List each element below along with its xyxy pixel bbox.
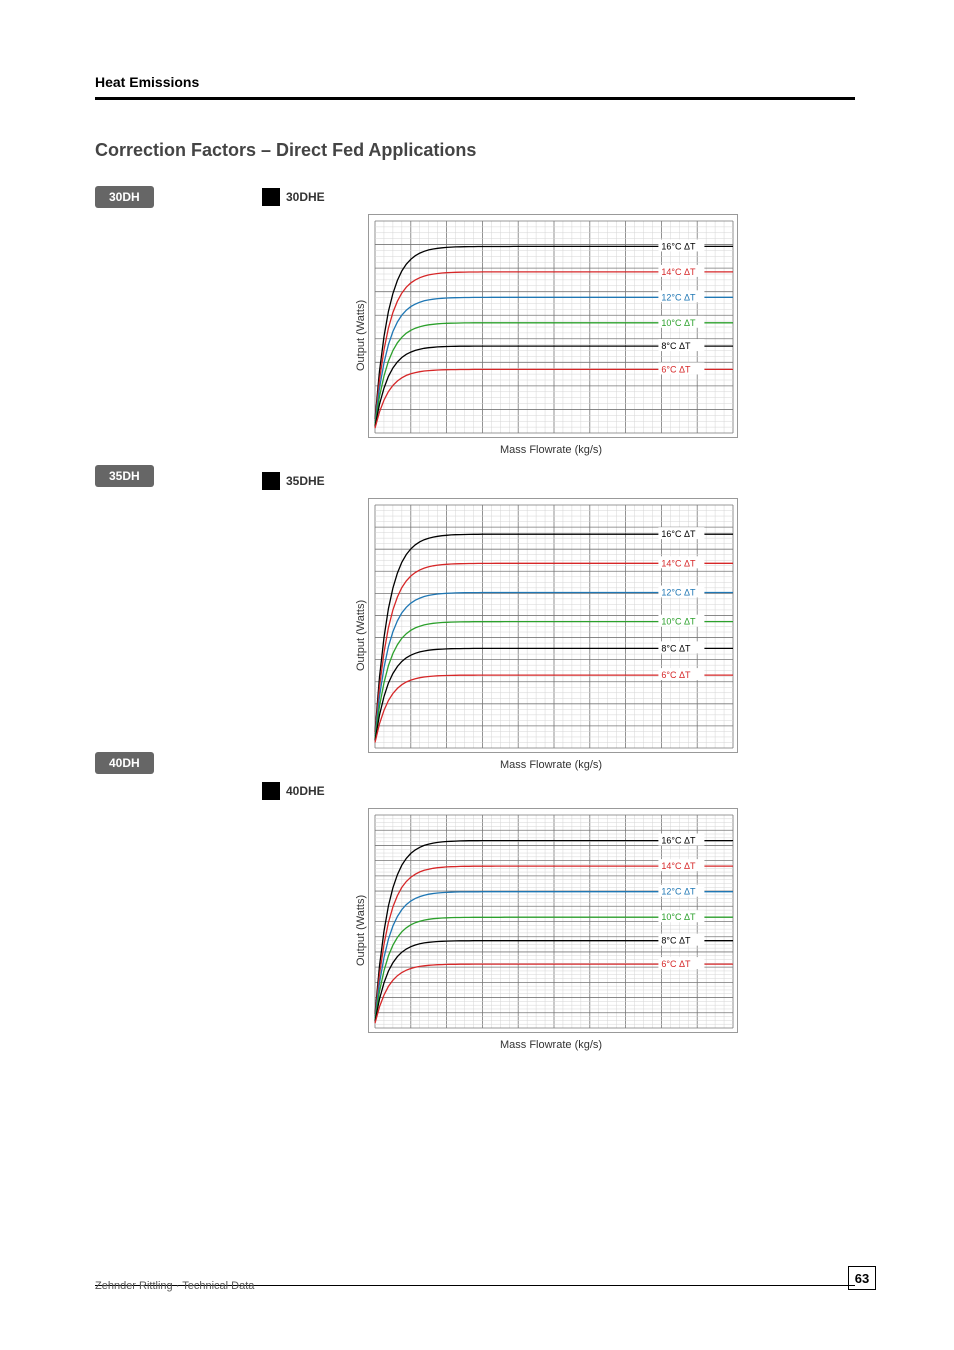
chart-bullet xyxy=(262,188,280,206)
svg-text:8°C ΔT: 8°C ΔT xyxy=(661,643,691,653)
chart-bullet xyxy=(262,782,280,800)
svg-text:10°C ΔT: 10°C ΔT xyxy=(661,617,696,627)
svg-text:8°C ΔT: 8°C ΔT xyxy=(661,341,691,351)
chart-title: 40DHE xyxy=(286,784,325,798)
svg-text:14°C ΔT: 14°C ΔT xyxy=(661,861,696,871)
svg-text:16°C ΔT: 16°C ΔT xyxy=(661,241,696,251)
chart-xlabel: Mass Flowrate (kg/s) xyxy=(500,759,602,771)
svg-text:14°C ΔT: 14°C ΔT xyxy=(661,558,696,568)
chart-xlabel: Mass Flowrate (kg/s) xyxy=(500,444,602,456)
model-badge: 30DH xyxy=(95,186,154,208)
chart-title: 35DHE xyxy=(286,474,325,488)
svg-text:12°C ΔT: 12°C ΔT xyxy=(661,887,696,897)
page-number: 63 xyxy=(848,1266,876,1290)
chart-title: 30DHE xyxy=(286,190,325,204)
chart-plot: 16°C ΔT 14°C ΔT 12°C ΔT 10°C ΔT 8°C ΔT 6°C ΔT xyxy=(368,214,738,438)
svg-text:6°C ΔT: 6°C ΔT xyxy=(661,670,691,680)
header-rule xyxy=(95,97,855,100)
svg-text:6°C ΔT: 6°C ΔT xyxy=(661,959,691,969)
chart-ylabel: Output (Watts) xyxy=(355,894,367,965)
svg-text:10°C ΔT: 10°C ΔT xyxy=(661,318,696,328)
chart-plot: 16°C ΔT 14°C ΔT 12°C ΔT 10°C ΔT 8°C ΔT 6°C ΔT xyxy=(368,498,738,753)
model-badge: 35DH xyxy=(95,465,154,487)
section-heading: Correction Factors – Direct Fed Applicat… xyxy=(95,140,476,161)
svg-text:16°C ΔT: 16°C ΔT xyxy=(661,529,696,539)
chart-xlabel: Mass Flowrate (kg/s) xyxy=(500,1039,602,1051)
svg-text:14°C ΔT: 14°C ΔT xyxy=(661,267,696,277)
svg-text:6°C ΔT: 6°C ΔT xyxy=(661,364,691,374)
chart-plot: 16°C ΔT 14°C ΔT 12°C ΔT 10°C ΔT 8°C ΔT 6°C ΔT xyxy=(368,808,738,1033)
svg-text:12°C ΔT: 12°C ΔT xyxy=(661,292,696,302)
svg-text:8°C ΔT: 8°C ΔT xyxy=(661,936,691,946)
header-title: Heat Emissions xyxy=(95,74,199,90)
svg-text:12°C ΔT: 12°C ΔT xyxy=(661,587,696,597)
chart-bullet xyxy=(262,472,280,490)
model-badge: 40DH xyxy=(95,752,154,774)
svg-text:16°C ΔT: 16°C ΔT xyxy=(661,836,696,846)
chart-ylabel: Output (Watts) xyxy=(355,300,367,371)
footer-text: Zehnder Rittling · Technical Data xyxy=(95,1280,254,1292)
svg-text:10°C ΔT: 10°C ΔT xyxy=(661,912,696,922)
chart-ylabel: Output (Watts) xyxy=(355,599,367,670)
